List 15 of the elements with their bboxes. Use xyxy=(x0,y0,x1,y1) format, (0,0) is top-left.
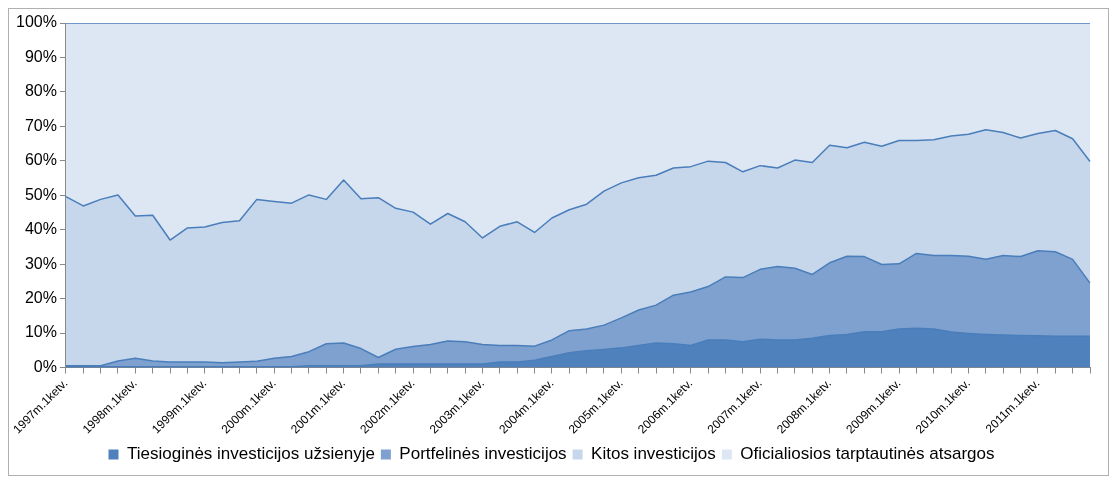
y-tick-label: 0% xyxy=(33,357,57,375)
legend-label: Portfelinės investicijos xyxy=(399,444,567,464)
y-tick-label: 50% xyxy=(24,185,57,203)
legend-label: Kitos investicijos xyxy=(591,444,716,464)
y-tick-label: 40% xyxy=(24,220,57,238)
y-tick-label: 90% xyxy=(24,47,57,65)
y-tick-label: 80% xyxy=(24,82,57,100)
y-tick-label: 100% xyxy=(16,13,57,31)
y-tick-label: 70% xyxy=(24,116,57,134)
y-tick-label: 20% xyxy=(24,289,57,307)
y-tick-label: 10% xyxy=(24,323,57,341)
legend-label: Tiesioginės investicijos užsienyje xyxy=(127,444,375,464)
y-tick-label: 30% xyxy=(24,254,57,272)
legend-label: Oficialiosios tarptautinės atsargos xyxy=(740,444,995,464)
y-tick-label: 60% xyxy=(24,151,57,169)
